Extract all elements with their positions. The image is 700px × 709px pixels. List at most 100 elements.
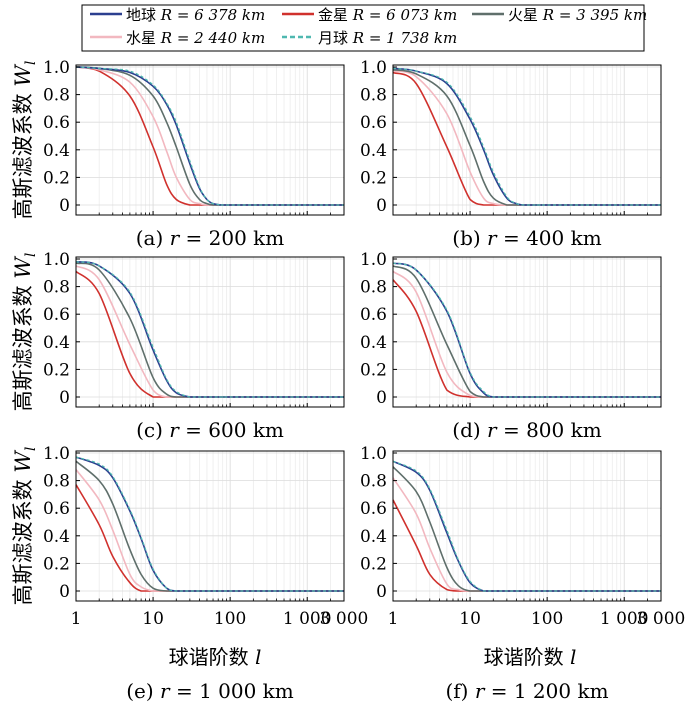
x-tick-label: 3 000 xyxy=(637,609,686,629)
panel-caption: (a) r = 200 km xyxy=(136,226,285,250)
y-tick-label: 0.4 xyxy=(360,141,387,161)
y-tick-label: 0.4 xyxy=(43,527,70,547)
legend-name: 地球 xyxy=(126,6,161,24)
y-axis-label: 高斯滤波系数 Wl xyxy=(11,447,39,606)
y-tick-label: 0.6 xyxy=(43,499,70,519)
grid xyxy=(392,257,662,407)
y-tick-label: 1.0 xyxy=(43,58,70,78)
y-tick-label: 1.0 xyxy=(360,250,387,270)
y-tick-label: 0 xyxy=(376,388,387,408)
y-tick-label: 0.6 xyxy=(43,305,70,325)
x-tick-label: 10 xyxy=(459,609,481,629)
y-axis-symbol: W xyxy=(11,255,35,279)
legend-radius: R = 6 073 km xyxy=(352,6,457,24)
legend-radius: R = 3 395 km xyxy=(542,6,647,24)
grid xyxy=(75,65,345,215)
y-tick-label: 0.4 xyxy=(43,333,70,353)
legend-label-venus: 金星 R = 6 073 km xyxy=(318,6,457,24)
x-axis-symbol: l xyxy=(570,645,576,669)
y-tick-label: 0.8 xyxy=(43,278,70,298)
y-axis-label-text: 高斯滤波系数 xyxy=(11,279,35,412)
y-tick-label: 0.2 xyxy=(360,168,387,188)
legend-item-moon: 月球 R = 1 738 km xyxy=(282,29,457,47)
x-tick-label: 3 000 xyxy=(320,609,369,629)
y-axis-subscript: l xyxy=(23,253,39,257)
y-axis-symbol: W xyxy=(11,449,35,473)
y-tick-label: 0.2 xyxy=(360,554,387,574)
y-tick-label: 0.2 xyxy=(43,554,70,574)
axes-frame xyxy=(392,256,662,408)
legend-name: 火星 xyxy=(508,6,543,24)
series-line-moon xyxy=(75,456,344,592)
y-tick-label: 0 xyxy=(59,582,70,602)
series-line-moon xyxy=(392,67,661,206)
legend-label-mars: 火星 R = 3 395 km xyxy=(508,6,647,24)
y-axis-subscript: l xyxy=(23,61,39,65)
y-tick-label: 0.6 xyxy=(360,305,387,325)
x-axis-label-text: 球谐阶数 xyxy=(169,645,249,669)
y-tick-label: 0.8 xyxy=(360,86,387,106)
y-tick-label: 0.6 xyxy=(360,113,387,133)
x-tick-label: 1 000 xyxy=(600,609,649,629)
panel-caption: (f) r = 1 200 km xyxy=(445,679,608,703)
legend: 地球 R = 6 378 km 金星 R = 6 073 km 火星 R = 3 3… xyxy=(81,4,647,52)
legend-name: 水星 xyxy=(126,29,161,47)
y-axis-label: 高斯滤波系数 Wl xyxy=(11,61,39,220)
panel-caption: (d) r = 800 km xyxy=(452,418,601,442)
x-tick-label: 1 xyxy=(388,609,399,629)
legend-name: 月球 xyxy=(318,29,353,47)
y-tick-label: 1.0 xyxy=(360,58,387,78)
x-tick-label: 100 xyxy=(214,609,246,629)
y-tick-label: 0.2 xyxy=(43,168,70,188)
grid xyxy=(75,451,345,601)
y-tick-label: 1.0 xyxy=(360,444,387,464)
axes-frame xyxy=(75,450,345,602)
y-tick-label: 0.6 xyxy=(360,499,387,519)
x-axis-label-right: 球谐阶数 l xyxy=(484,645,577,669)
series-line-moon xyxy=(392,460,661,592)
y-tick-label: 0.6 xyxy=(43,113,70,133)
x-axis-label-left: 球谐阶数 l xyxy=(169,645,262,669)
panel-caption: (e) r = 1 000 km xyxy=(126,679,294,703)
series-line-earth xyxy=(392,262,661,398)
y-tick-label: 0.4 xyxy=(360,527,387,547)
legend-label-mercury: 水星 R = 2 440 km xyxy=(126,29,265,47)
legend-label-moon: 月球 R = 1 738 km xyxy=(318,29,457,47)
panel-a: 0 0.2 0.4 0.6 0.8 1.0 (a) r = 200 km xyxy=(43,58,345,250)
y-axis-subscript: l xyxy=(23,447,39,451)
x-tick-label: 100 xyxy=(531,609,563,629)
y-tick-label: 0 xyxy=(376,196,387,216)
y-tick-label: 0.4 xyxy=(43,141,70,161)
panel-caption: (b) r = 400 km xyxy=(452,226,601,250)
axes-frame xyxy=(75,256,345,408)
series-line-moon xyxy=(75,261,344,398)
x-tick-label: 10 xyxy=(142,609,164,629)
legend-radius: R = 2 440 km xyxy=(160,29,265,47)
legend-label-earth: 地球 R = 6 378 km xyxy=(126,6,265,24)
y-axis-symbol: W xyxy=(11,63,35,87)
y-tick-label: 0 xyxy=(59,196,70,216)
legend-item-mercury: 水星 R = 2 440 km xyxy=(90,29,265,47)
series-line-moon xyxy=(75,66,344,206)
y-axis-label: 高斯滤波系数 Wl xyxy=(11,253,39,412)
legend-name: 金星 xyxy=(318,6,353,24)
grid xyxy=(392,65,662,215)
legend-item-venus: 金星 R = 6 073 km xyxy=(282,6,457,24)
x-axis-symbol: l xyxy=(255,645,261,669)
y-tick-label: 0 xyxy=(376,582,387,602)
axes-frame xyxy=(75,64,345,216)
panels: 0 0.2 0.4 0.6 0.8 1.0 (a) r = 200 km 0 0.2 0.4 0.6… xyxy=(43,58,685,703)
y-tick-label: 1.0 xyxy=(43,250,70,270)
y-tick-label: 0 xyxy=(59,388,70,408)
x-tick-label: 1 xyxy=(71,609,82,629)
axes-frame xyxy=(392,450,662,602)
panel-b: 0 0.2 0.4 0.6 0.8 1.0 (b) r = 400 km xyxy=(360,58,662,250)
x-axis-labels: 球谐阶数 l 球谐阶数 l xyxy=(169,645,577,669)
y-tick-label: 0.8 xyxy=(43,472,70,492)
y-tick-label: 1.0 xyxy=(43,444,70,464)
panel-caption: (c) r = 600 km xyxy=(136,418,284,442)
